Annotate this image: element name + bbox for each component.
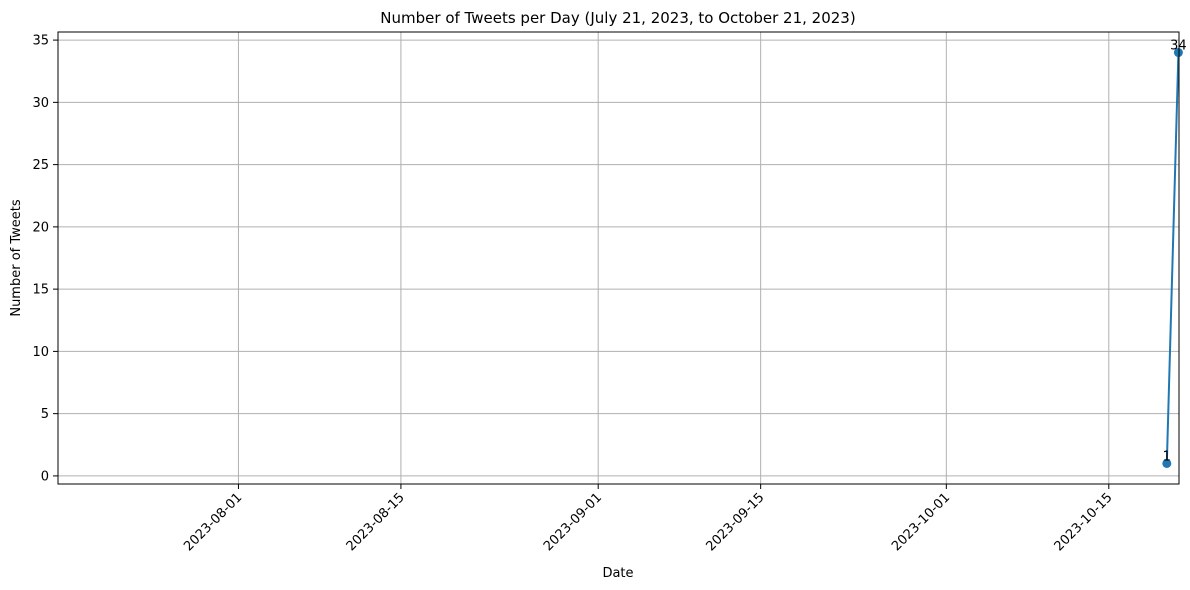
x-tick-label: 2023-09-15 xyxy=(703,490,767,554)
series: 1 34 xyxy=(1162,39,1187,468)
y-tick-label: 20 xyxy=(32,220,49,235)
series-line xyxy=(1165,52,1180,464)
x-tick-label: 2023-10-15 xyxy=(1052,490,1116,554)
y-tick-label: 30 xyxy=(32,96,49,111)
x-tick-label: 2023-08-15 xyxy=(344,490,408,554)
y-tick-label: 10 xyxy=(32,345,49,360)
x-tick-label: 2023-08-01 xyxy=(181,490,245,554)
y-tick-label: 15 xyxy=(32,283,49,298)
y-tick-label: 35 xyxy=(32,34,49,49)
grid xyxy=(58,32,1179,484)
chart-title: Number of Tweets per Day (July 21, 2023,… xyxy=(380,9,855,27)
data-point xyxy=(1162,458,1172,468)
y-tick-label: 5 xyxy=(41,407,49,422)
data-label: 1 xyxy=(1163,449,1171,464)
y-tick-label: 0 xyxy=(41,469,49,484)
plot-frame xyxy=(57,31,1180,485)
x-tick-label: 2023-10-01 xyxy=(889,490,953,554)
data-label: 34 xyxy=(1170,39,1187,54)
data-point xyxy=(1173,48,1183,58)
y-axis-label: Number of Tweets xyxy=(9,199,24,317)
x-axis-label: Date xyxy=(602,566,633,581)
x-tick-label: 2023-09-01 xyxy=(541,490,605,554)
y-tick-label: 25 xyxy=(32,158,49,173)
